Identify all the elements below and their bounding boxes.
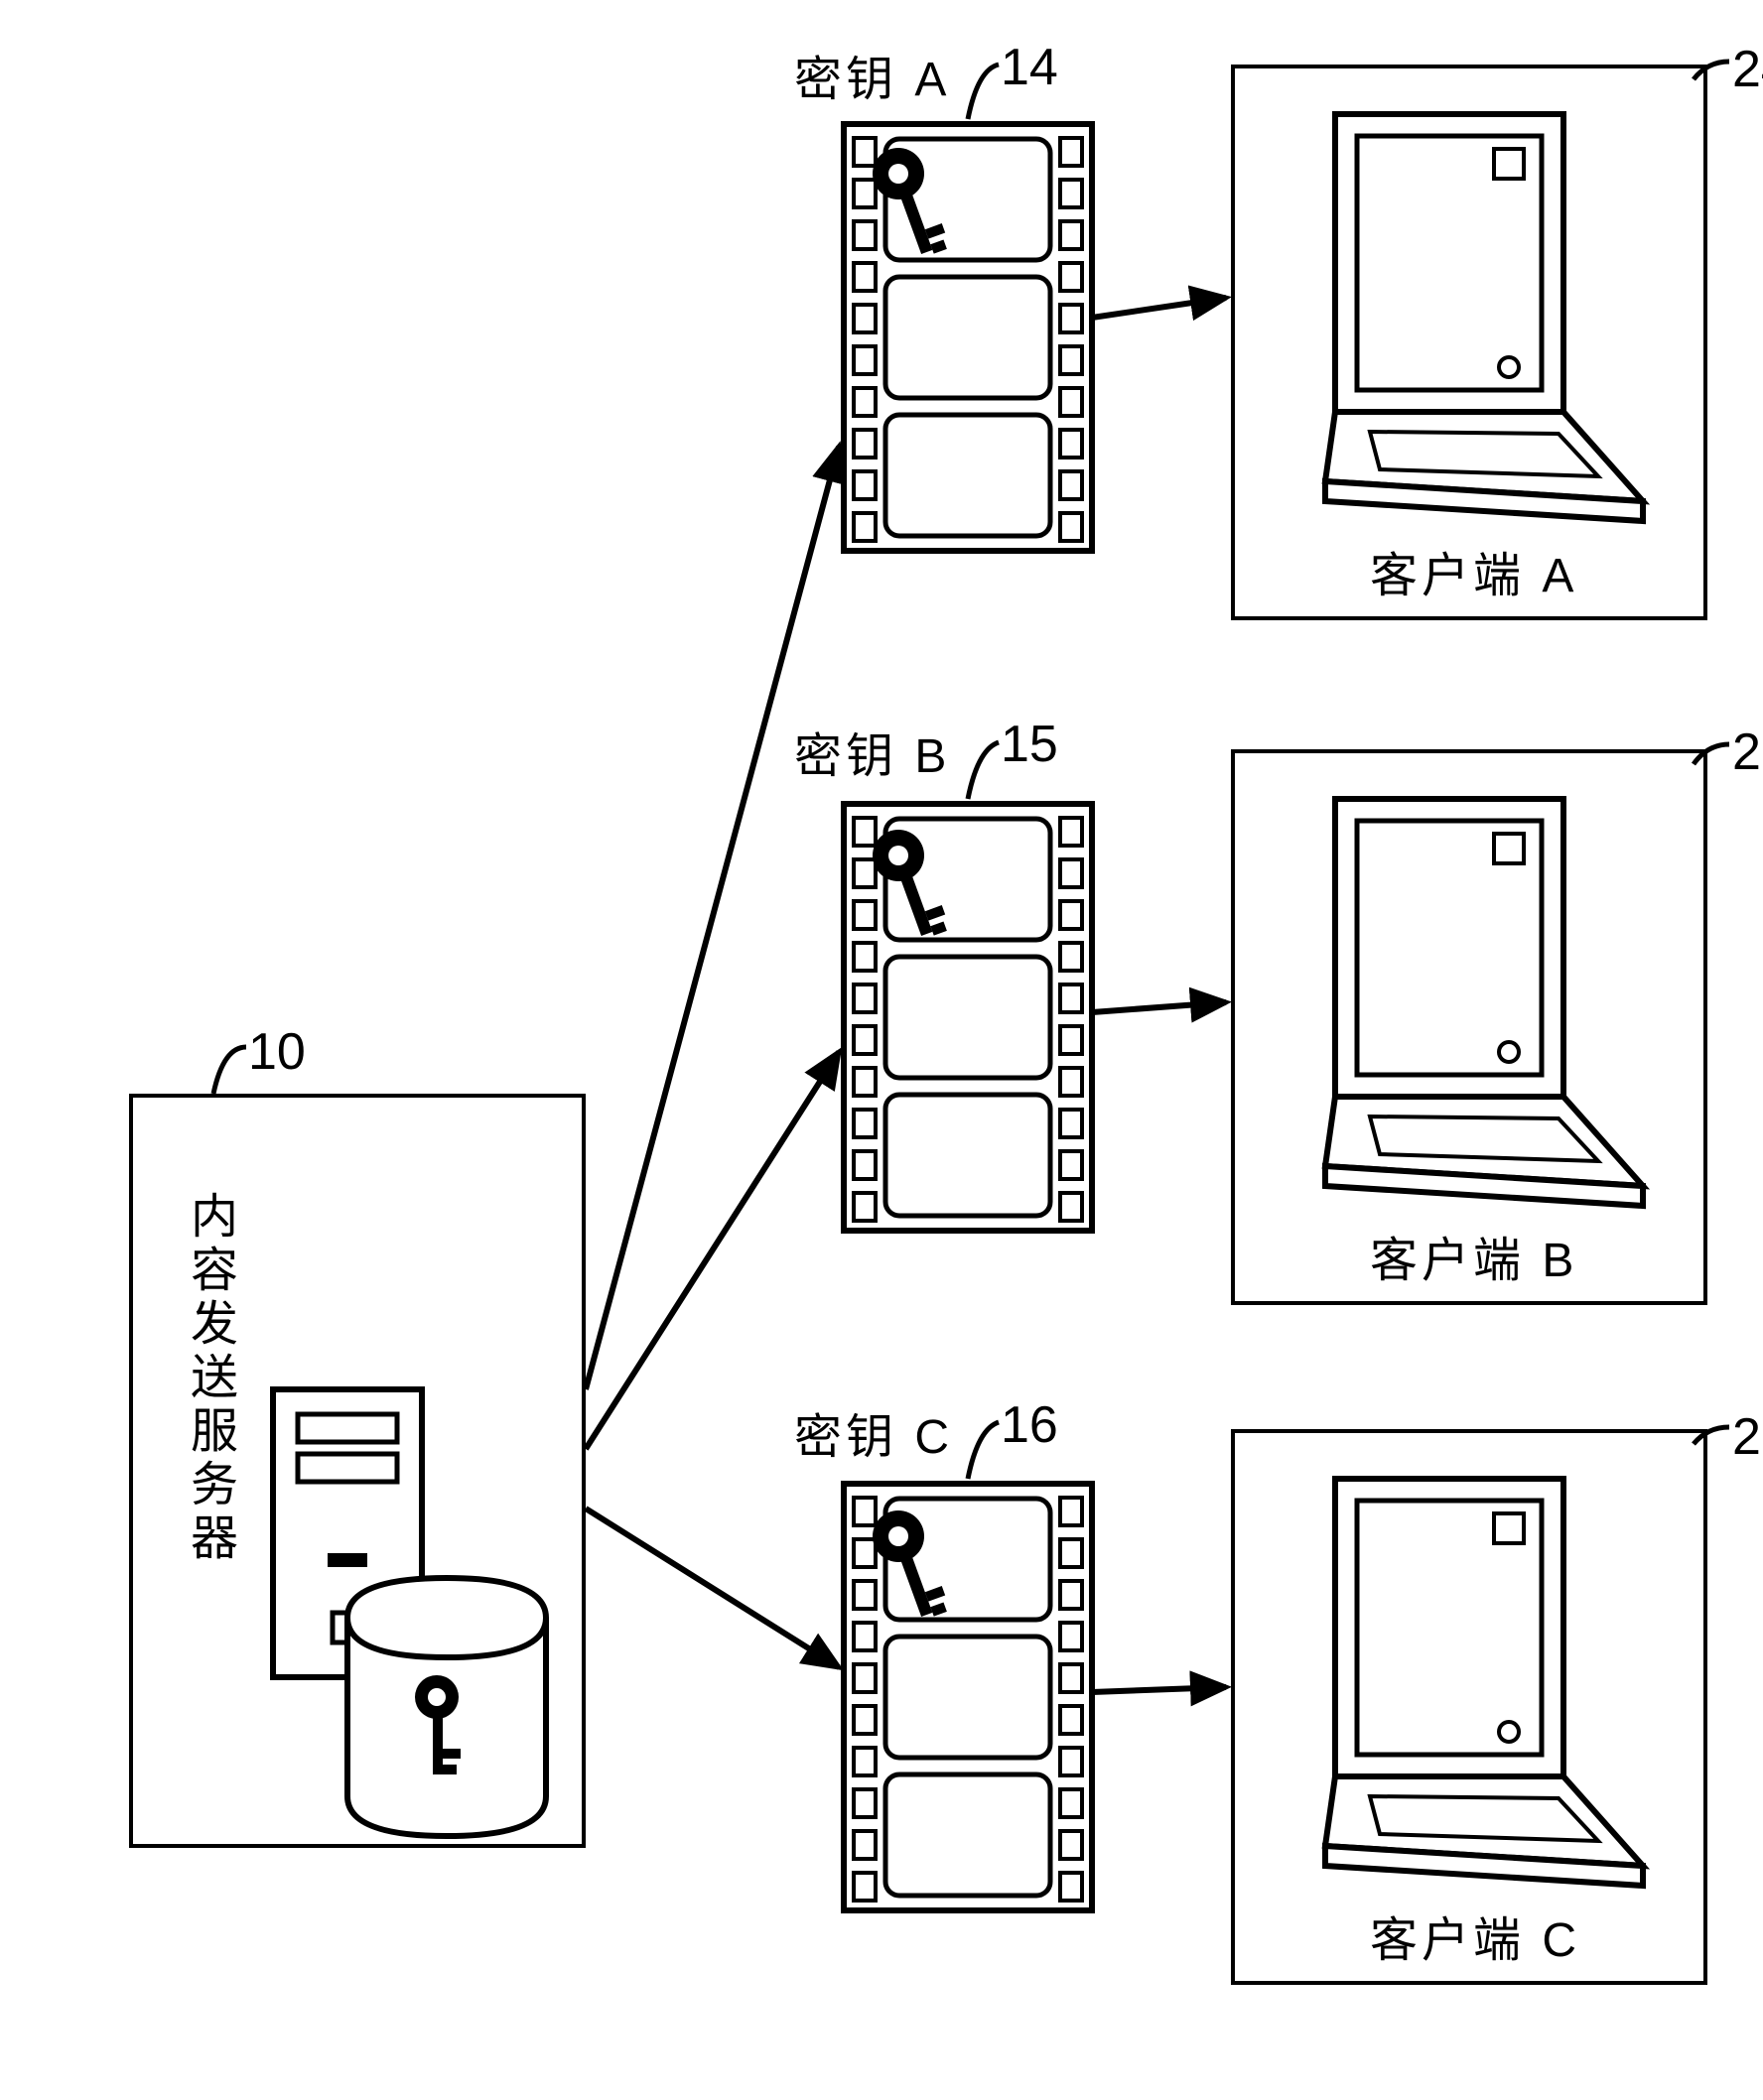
- server-label: 内容发送服务器: [174, 1191, 243, 1566]
- client-ref-a: 24: [1732, 40, 1763, 99]
- client-label-b: 客户端 B: [1370, 1221, 1577, 1290]
- key-ref-b: 15: [1001, 715, 1058, 774]
- client-ref-c: 26: [1732, 1407, 1763, 1467]
- key-ref-a: 14: [1001, 38, 1058, 97]
- client-label-a: 客户端 A: [1370, 536, 1577, 605]
- key-label-b: 密钥 B: [794, 717, 950, 786]
- diagram-canvas: 内容发送服务器 10 客户端 A 24: [0, 0, 1763, 2100]
- client-label-c: 客户端 C: [1370, 1901, 1580, 1970]
- key-label-c: 密钥 C: [794, 1397, 953, 1467]
- key-ref-c: 16: [1001, 1395, 1058, 1455]
- client-ref-b: 25: [1732, 722, 1763, 782]
- key-label-a: 密钥 A: [794, 40, 950, 109]
- server-ref: 10: [248, 1022, 306, 1082]
